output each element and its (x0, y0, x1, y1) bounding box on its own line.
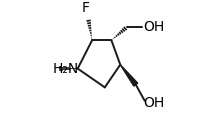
Polygon shape (120, 65, 138, 86)
Text: F: F (82, 1, 90, 15)
Text: OH: OH (143, 20, 164, 34)
Text: OH: OH (143, 96, 164, 110)
Text: H₂N: H₂N (53, 62, 79, 76)
